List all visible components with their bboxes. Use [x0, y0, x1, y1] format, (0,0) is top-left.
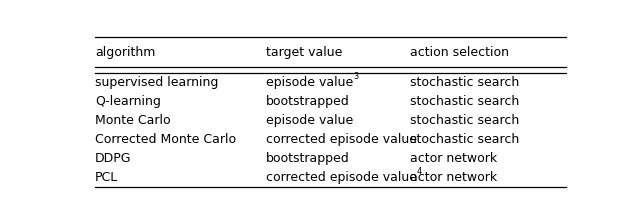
Text: supervised learning: supervised learning	[95, 76, 218, 89]
Text: DDPG: DDPG	[95, 152, 131, 165]
Text: Corrected Monte Carlo: Corrected Monte Carlo	[95, 133, 236, 146]
Text: stochastic search: stochastic search	[410, 76, 519, 89]
Text: 4: 4	[417, 167, 422, 176]
Text: bootstrapped: bootstrapped	[266, 152, 349, 165]
Text: PCL: PCL	[95, 171, 118, 184]
Text: stochastic search: stochastic search	[410, 114, 519, 127]
Text: corrected episode value: corrected episode value	[266, 133, 417, 146]
Text: stochastic search: stochastic search	[410, 133, 519, 146]
Text: bootstrapped: bootstrapped	[266, 95, 349, 108]
Text: stochastic search: stochastic search	[410, 95, 519, 108]
Text: corrected episode value: corrected episode value	[266, 171, 417, 184]
Text: Q-learning: Q-learning	[95, 95, 161, 108]
Text: actor network: actor network	[410, 152, 497, 165]
Text: actor network: actor network	[410, 171, 497, 184]
Text: 3: 3	[353, 72, 358, 81]
Text: Monte Carlo: Monte Carlo	[95, 114, 170, 127]
Text: algorithm: algorithm	[95, 46, 156, 59]
Text: target value: target value	[266, 46, 342, 59]
Text: action selection: action selection	[410, 46, 509, 59]
Text: episode value: episode value	[266, 114, 353, 127]
Text: episode value: episode value	[266, 76, 353, 89]
